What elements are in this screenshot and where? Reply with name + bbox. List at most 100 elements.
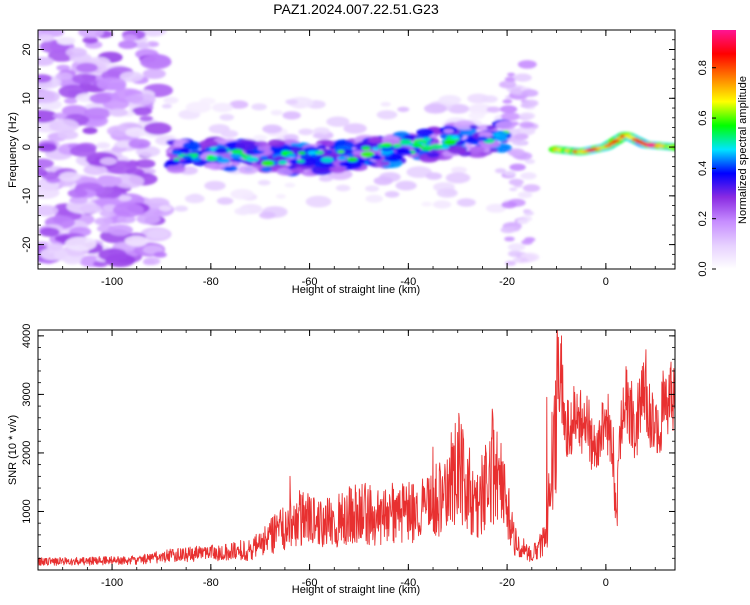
colorbar-tick-label: 0.2: [697, 211, 709, 226]
spectrogram-blob: [38, 74, 52, 83]
snr-y-tick-label: 3000: [21, 382, 33, 406]
spectrogram-blob: [504, 80, 516, 86]
spectrogram-blob: [511, 138, 521, 143]
spectrogram-frame: [37, 29, 676, 270]
spectrogram-x-ticks: -100 -80 -60 -40 -20 0: [101, 30, 609, 288]
spectrogram-blob: [108, 108, 128, 117]
spectrogram-blob: [291, 167, 305, 174]
spectrogram-blob: [140, 30, 167, 37]
spectrogram-blob: [199, 139, 219, 148]
spectrogram-y-tick-label: 10: [21, 92, 33, 104]
spectrogram-blob: [335, 184, 351, 192]
spectrogram-blob: [64, 98, 78, 104]
snr-x-ticks: -100 -80 -60 -40 -20 0: [101, 330, 609, 589]
spectrogram-blob: [507, 72, 516, 77]
spectrogram-blob: [254, 140, 268, 147]
spectrogram-blob: [403, 134, 416, 140]
spectrogram-blob: [161, 103, 172, 109]
spectrogram-blob: [430, 143, 443, 150]
spectrogram-blob: [345, 153, 355, 158]
spectrogram-blob: [182, 141, 202, 151]
spectrogram-blob: [214, 147, 228, 154]
spectrogram-blob: [135, 146, 161, 157]
spectrogram-blob: [508, 178, 524, 186]
spectrogram-blob: [286, 153, 296, 158]
spectrogram-blob: [347, 157, 358, 163]
spectrogram-blob: [38, 34, 55, 42]
spectrogram-blob: [265, 154, 275, 159]
spectrogram-blob: [94, 217, 113, 226]
spectrogram-blob: [61, 105, 88, 117]
spectrogram-blob: [97, 175, 122, 187]
spectrogram-blob: [119, 71, 144, 83]
spectrogram-blob: [296, 159, 305, 163]
spectrogram-blob: [39, 227, 60, 237]
spectrogram-blob: [445, 172, 471, 184]
spectrogram-blob: [512, 257, 522, 262]
snr-x-axis-label: Height of straight line (km): [292, 584, 420, 596]
spectrogram-blob: [320, 156, 334, 163]
spectrogram-blob: [425, 172, 443, 180]
spectrogram-blob: [456, 198, 476, 207]
spectrogram-blob: [261, 160, 275, 167]
snr-y-axis-label: SNR (10 * v/v): [7, 415, 19, 485]
spectrogram-blob: [305, 195, 332, 208]
spectrogram-blob: [171, 150, 182, 156]
spectrogram-blob: [193, 159, 207, 167]
snr-panel: -100 -80 -60 -40 -20 0 1000 2000 3000 4000 Heigh…: [7, 324, 676, 596]
spectrogram-blob: [412, 142, 423, 148]
spectrogram-blob: [38, 168, 48, 177]
spectrogram-blob: [38, 205, 59, 217]
snr-y-ticks: 1000 2000 3000 4000: [21, 324, 675, 524]
spectrogram-blob: [337, 156, 347, 161]
spectrogram-blob: [421, 201, 433, 207]
spectrogram-blob: [282, 111, 301, 120]
spectrogram-blob: [69, 196, 88, 204]
spectrogram-blob: [317, 144, 327, 149]
spectrogram-blob: [395, 180, 417, 191]
spectrogram-blob: [376, 110, 398, 120]
spectrogram-blob: [326, 116, 350, 127]
spectrogram-blob: [136, 213, 161, 225]
spectrogram-blob: [39, 247, 68, 261]
spectrogram-blob: [507, 250, 523, 257]
spectrogram-blob: [199, 97, 216, 105]
spectrogram-blob: [268, 139, 286, 148]
spectrogram-blob: [370, 155, 382, 160]
spectrogram-x-tick-label: -40: [400, 276, 416, 288]
spectrogram-blob: [399, 139, 412, 145]
spectrogram-blob: [82, 127, 98, 135]
spectrogram-blob: [230, 188, 254, 200]
spectrogram-blob: [427, 152, 440, 158]
spectrogram-blob: [422, 137, 432, 142]
spectrogram-blob: [259, 155, 268, 160]
spectrogram-blob: [246, 156, 259, 163]
spectrogram-blob: [212, 102, 233, 113]
spectrogram-y-axis-label: Frequency (Hz): [7, 112, 19, 188]
spectrogram-blob: [113, 174, 145, 189]
spectrogram-blob: [494, 135, 508, 142]
spectrogram-blob: [166, 164, 186, 174]
spectrogram-blob: [494, 168, 507, 174]
spectrogram-blob: [38, 143, 58, 153]
spectrogram-blob: [78, 30, 104, 38]
spectrogram-blob: [99, 209, 117, 218]
spectrogram-blob: [82, 36, 99, 44]
spectrogram-blob: [65, 47, 87, 58]
spectrogram-blob: [504, 236, 515, 242]
spectrogram-blob: [468, 111, 485, 120]
spectrogram-blob: [504, 76, 517, 82]
spectrogram-blob: [318, 175, 333, 182]
colorbar-gradient: [712, 30, 736, 269]
spectrogram-blob: [507, 243, 526, 252]
spectrogram-blob: [143, 257, 161, 266]
spectrogram-y-ticks: -20 -10 0 10 20: [21, 43, 675, 253]
spectrogram-blob: [284, 182, 296, 188]
spectrogram-blob: [235, 141, 257, 151]
spectrogram-blob: [298, 128, 314, 136]
spectrogram-blob: [381, 142, 393, 148]
spectrogram-blob: [38, 90, 60, 104]
snr-x-tick-label: -40: [400, 577, 416, 589]
